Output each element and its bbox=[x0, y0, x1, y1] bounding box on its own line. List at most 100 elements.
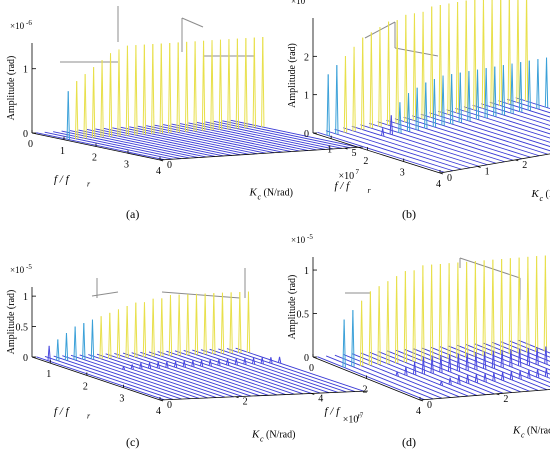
z-tick-label: 0.5 bbox=[16, 323, 29, 334]
peak-line bbox=[110, 53, 113, 137]
slice-baseline bbox=[343, 127, 471, 169]
x-axis-label: f / f bbox=[325, 406, 342, 418]
peak-line bbox=[178, 294, 181, 356]
peak-line bbox=[117, 309, 121, 359]
slice-baseline bbox=[36, 356, 165, 401]
peak-line bbox=[404, 271, 408, 363]
peak-line bbox=[135, 45, 138, 136]
peak-line bbox=[431, 6, 434, 118]
peak-line bbox=[236, 38, 240, 129]
y-tick-mark bbox=[419, 399, 424, 402]
peak-line bbox=[442, 75, 445, 126]
y-tick-label: 2 bbox=[503, 394, 508, 405]
peak-line bbox=[362, 37, 365, 130]
slice-baseline bbox=[188, 122, 317, 151]
peak-line bbox=[109, 312, 112, 359]
x-axis-line bbox=[31, 356, 161, 401]
slice-baseline bbox=[420, 113, 548, 155]
y-tick-mark bbox=[235, 396, 239, 399]
peak-line bbox=[482, 0, 486, 109]
slice-baseline bbox=[448, 345, 550, 388]
peak-line bbox=[528, 369, 531, 379]
slice-baseline bbox=[498, 100, 550, 118]
x-axis-label-subscript: r bbox=[87, 412, 91, 421]
peak-line bbox=[239, 291, 242, 353]
slice-baseline bbox=[500, 341, 550, 362]
peak-line bbox=[201, 360, 204, 367]
y-tick-mark bbox=[344, 147, 348, 150]
peak-line bbox=[253, 37, 257, 128]
y-tick-label: 0 bbox=[427, 400, 432, 411]
peak-line bbox=[493, 372, 496, 382]
peak-line bbox=[509, 258, 513, 354]
peak-line bbox=[131, 364, 134, 370]
peak-line bbox=[422, 356, 426, 374]
slice-baseline bbox=[192, 349, 321, 394]
slice-baseline bbox=[129, 126, 258, 155]
slice-baseline bbox=[86, 129, 216, 157]
peak-line bbox=[466, 261, 469, 358]
slice-baseline bbox=[404, 349, 513, 393]
peak-line bbox=[396, 20, 399, 124]
z-axis-label: Amplitude (rad) bbox=[6, 290, 17, 355]
slice-baseline bbox=[352, 353, 460, 398]
peak-line bbox=[508, 0, 512, 105]
peak-line bbox=[149, 362, 152, 369]
slice-baseline bbox=[387, 350, 495, 395]
x-tick-label: 1 bbox=[46, 369, 51, 380]
x-axis-label-subscript: r bbox=[358, 412, 362, 421]
slice-baseline bbox=[334, 128, 462, 170]
slice-baseline bbox=[36, 132, 165, 161]
y-axis-line bbox=[419, 389, 550, 401]
slice-baseline bbox=[317, 356, 425, 401]
peak-line bbox=[84, 74, 87, 139]
peak-line bbox=[101, 60, 104, 138]
slice-baseline bbox=[474, 343, 550, 375]
peak-line bbox=[343, 319, 346, 368]
z-tick-label: 0 bbox=[23, 129, 28, 140]
slice-baseline bbox=[230, 119, 359, 148]
peak-line bbox=[219, 39, 223, 130]
peak-line bbox=[449, 377, 452, 385]
peak-line bbox=[378, 286, 381, 365]
slice-baseline bbox=[44, 131, 173, 160]
peak-line bbox=[57, 339, 60, 361]
slice-baseline bbox=[137, 125, 266, 154]
exponent-label: ×10 bbox=[291, 0, 306, 6]
peak-line bbox=[422, 265, 425, 362]
slice-baseline bbox=[378, 351, 486, 396]
peak-line bbox=[408, 93, 411, 132]
slice-baseline bbox=[422, 347, 530, 392]
peak-line bbox=[492, 350, 496, 369]
slice-baseline bbox=[412, 115, 540, 157]
peak-line bbox=[382, 128, 385, 137]
z-tick-label: 1 bbox=[304, 266, 309, 277]
peak-line bbox=[405, 366, 408, 376]
peak-line bbox=[520, 62, 523, 112]
peak-line bbox=[494, 66, 497, 117]
y-tick-mark bbox=[311, 393, 315, 395]
z-tick-label: 1 bbox=[23, 65, 28, 76]
peak-line bbox=[261, 357, 264, 364]
peak-line bbox=[475, 373, 479, 383]
slice-baseline bbox=[351, 125, 479, 167]
slice-baseline bbox=[166, 350, 295, 395]
peak-line bbox=[537, 59, 540, 109]
y-axis-label-subscript: c bbox=[260, 435, 264, 444]
y-tick-label: 0 bbox=[447, 173, 452, 184]
x-axis-label: f / f bbox=[54, 406, 71, 418]
slice-baseline bbox=[70, 354, 200, 399]
peak-line bbox=[230, 292, 233, 354]
slice-baseline bbox=[95, 128, 224, 157]
peak-line bbox=[396, 371, 399, 377]
peak-line bbox=[536, 256, 539, 352]
slice-baseline bbox=[369, 351, 478, 396]
peak-line bbox=[492, 259, 495, 356]
peak-line bbox=[465, 0, 468, 112]
peak-line bbox=[544, 255, 548, 352]
peak-line bbox=[279, 356, 282, 364]
peak-line bbox=[425, 82, 428, 129]
peak-line bbox=[528, 60, 531, 111]
x-tick-label: 0 bbox=[309, 363, 314, 374]
